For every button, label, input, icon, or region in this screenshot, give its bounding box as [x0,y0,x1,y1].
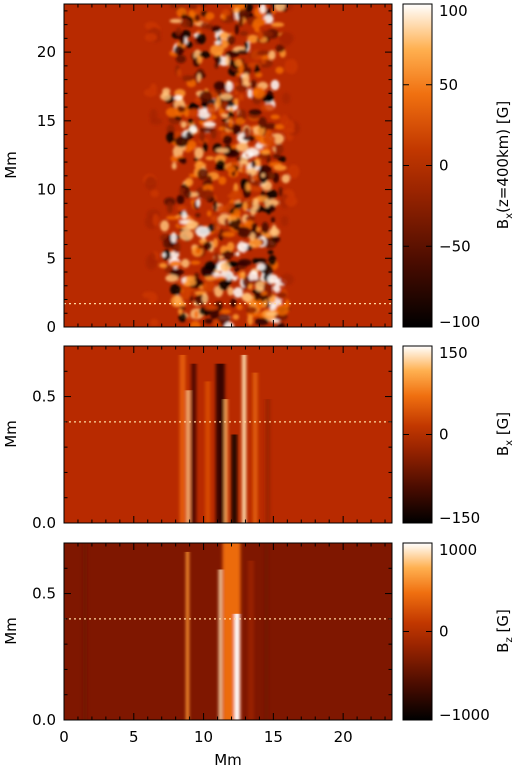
y-tick-label: 10 [37,181,56,199]
colorbar-middle-label: Bx [G] [494,412,515,456]
x-tick-label: 0 [59,728,69,746]
panel-bottom-x-tick-labels: 0 5 10 15 20 [59,728,352,746]
panel-bottom-x-label: Mm [214,751,242,769]
colorbar-tick-label: 50 [439,76,458,94]
y-tick-label: 0.0 [32,514,56,532]
panel-bottom-texture [82,543,269,720]
panel-top-y-tick-labels: 0 5 10 15 20 [37,43,56,336]
colorbar-tick-label: 0 [439,623,449,641]
y-tick-label: 20 [37,43,56,61]
x-tick-label: 5 [129,728,139,746]
panel-middle-y-label: Mm [2,420,20,448]
y-tick-label: 0 [46,318,56,336]
panel-bottom-y-label: Mm [2,617,20,645]
colorbar-top-ticks: 100 50 0 −50 −100 [403,2,480,331]
panel-bottom: 0.0 0.5 0 5 10 15 20 Mm Mm 1000 0 −1000 Bz [G] [2,541,515,769]
colorbar-tick-label: −1000 [439,706,490,724]
panel-top: 0 5 10 15 20 Mm 100 50 0 −50 −100 Bx(z=400km) [G… [2,2,515,336]
panel-middle-background [64,346,392,523]
colorbar-tick-label: 100 [439,2,468,20]
colorbar-middle-ticks: 150 0 −150 [403,344,480,527]
panel-top-frame [63,3,393,328]
x-tick-label: 15 [264,728,283,746]
colorbar-tick-label: −50 [439,237,471,255]
panel-bottom-ticks [63,542,392,721]
y-tick-label: 5 [46,249,56,267]
panel-middle-y-tick-labels: 0.0 0.5 [32,388,56,532]
y-tick-label: 0.5 [32,585,56,603]
panel-middle: 0.0 0.5 Mm 150 0 −150 Bx [G] [2,344,515,532]
y-tick-label: 0.0 [32,711,56,729]
panel-middle-texture [179,354,271,523]
colorbar-bottom-ticks: 1000 0 −1000 [403,541,490,724]
colorbar-tick-label: 1000 [439,541,477,559]
colorbar-tick-label: 0 [439,426,449,444]
panel-top-texture [142,4,301,327]
y-tick-label: 15 [37,112,56,130]
x-tick-label: 10 [194,728,213,746]
y-tick-label: 0.5 [32,388,56,406]
colorbar-tick-label: −150 [439,509,480,527]
panel-top-ticks [63,4,392,328]
colorbar-tick-label: 0 [439,157,449,175]
panel-top-y-label: Mm [2,151,20,179]
panel-bottom-frame [63,542,393,721]
panel-middle-frame [63,345,393,524]
panel-bottom-y-tick-labels: 0.0 0.5 [32,585,56,729]
colorbar-tick-label: −100 [439,313,480,331]
colorbar-bottom-label: Bz [G] [494,609,515,653]
colorbar-tick-label: 150 [439,344,468,362]
panel-middle-ticks [63,345,392,524]
colorbar-top-label: Bx(z=400km) [G] [494,101,515,229]
x-tick-label: 20 [334,728,353,746]
